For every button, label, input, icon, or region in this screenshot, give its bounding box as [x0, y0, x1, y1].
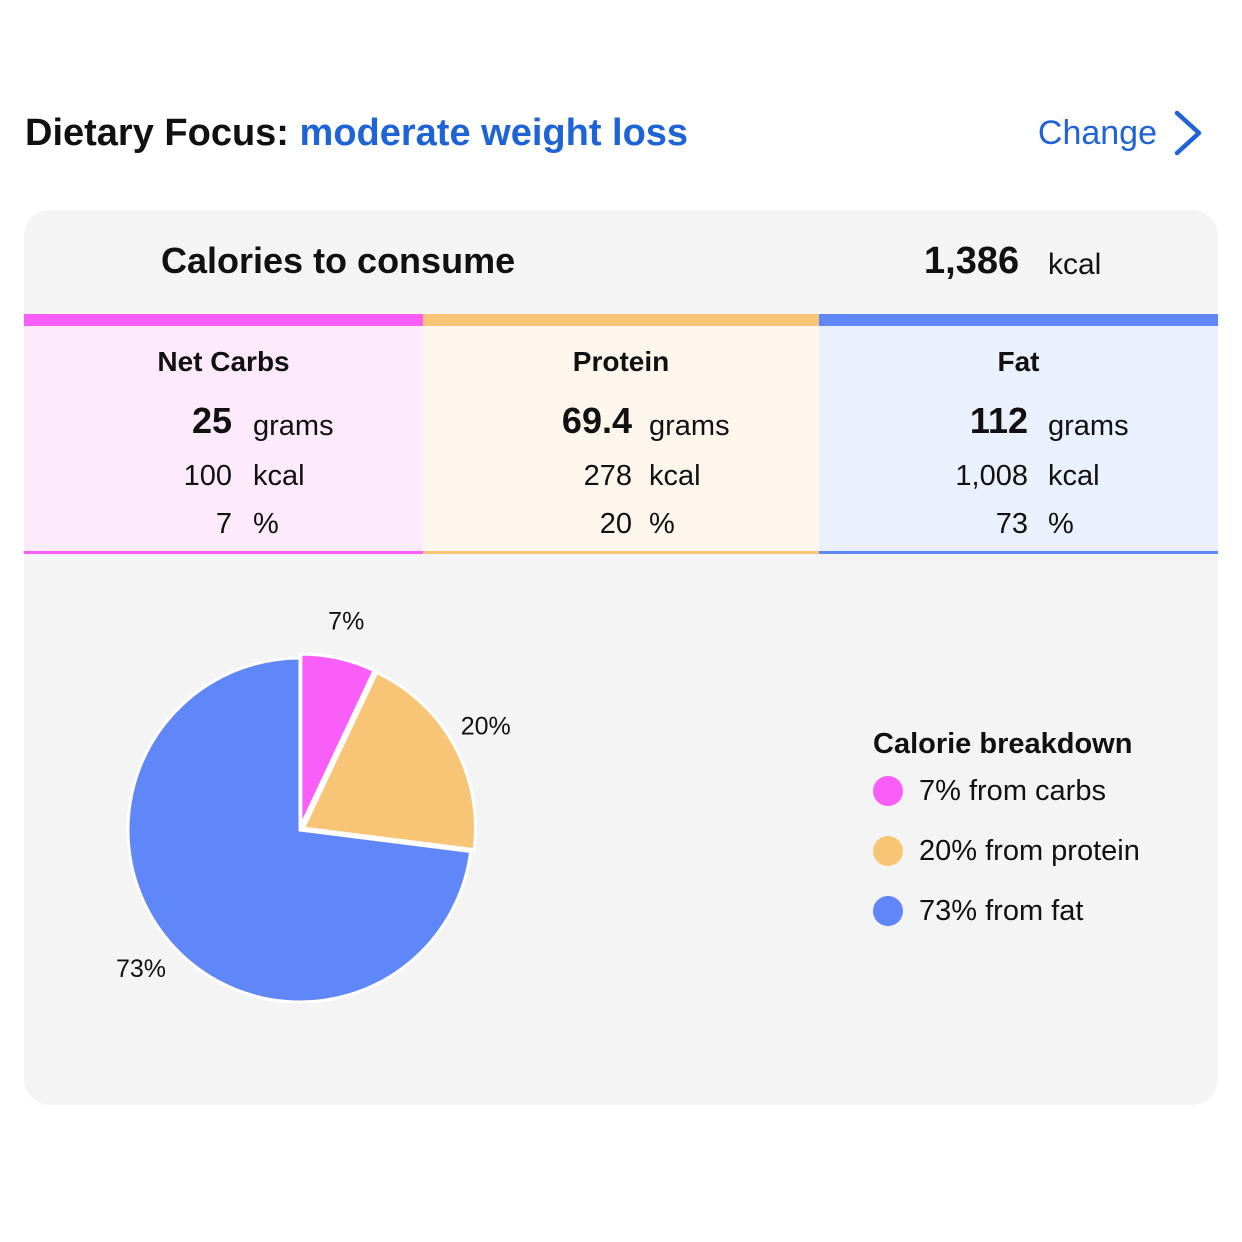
macro-name: Protein [572, 346, 670, 377]
macro-grams-unit: grams [1048, 410, 1129, 442]
macro-grams-unit: grams [649, 410, 730, 442]
legend-label-protein: 20% from protein [919, 834, 1140, 867]
calories-value: 1,386 [924, 240, 1020, 282]
pie-slice-protein [301, 670, 478, 852]
protein-bottom-line [423, 551, 819, 554]
macro-percent-unit: % [649, 508, 675, 540]
macro-percent: 73 [995, 508, 1028, 540]
macro-percent: 7 [215, 508, 232, 540]
macro-percent: 20 [599, 508, 632, 540]
macro-column-carbs: Net Carbs 25 grams 100 kcal 7 % [24, 314, 423, 554]
dietary-focus-title: Dietary Focus: moderate weight loss [25, 108, 688, 158]
pie-label-carbs: 7% [328, 608, 364, 636]
header: Dietary Focus: moderate weight loss Chan… [25, 108, 1205, 158]
change-button-label: Change [1037, 114, 1157, 152]
calories-unit: kcal [1048, 248, 1102, 281]
pie-slice-carbs [299, 652, 377, 827]
macro-kcal: 100 [183, 460, 232, 492]
calories-label: Calories to consume [161, 240, 516, 281]
legend-label-carbs: 7% from carbs [919, 774, 1106, 807]
carbs-bottom-line [24, 551, 423, 554]
legend-item-fat: 73% from fat [873, 881, 1203, 941]
change-button[interactable]: Change [1038, 108, 1205, 158]
pie-slice-fat [126, 656, 473, 1004]
fat-bottom-line [819, 551, 1218, 554]
macro-grams: 69.4 [561, 400, 632, 441]
legend-title: Calorie breakdown [873, 728, 1133, 760]
legend-dot-carbs [873, 776, 903, 806]
pie-label-protein: 20% [461, 712, 511, 740]
macro-grams: 25 [191, 400, 232, 441]
legend-label-fat: 73% from fat [919, 894, 1084, 927]
macro-grams: 112 [969, 400, 1028, 441]
calorie-pie-chart: 7% 20% 73% [116, 608, 511, 1004]
macro-column-fat: Fat 112 grams 1,008 kcal 73 % [819, 314, 1218, 554]
macro-column-protein: Protein 69.4 grams 278 kcal 20 % [423, 314, 819, 554]
macro-grams-unit: grams [253, 410, 334, 442]
macro-table: Net Carbs 25 grams 100 kcal 7 % Protein … [24, 314, 1218, 554]
calorie-breakdown-legend: Calorie breakdown 7% from carbs 20% from… [873, 728, 1203, 941]
dietary-focus-value: moderate weight loss [299, 112, 689, 154]
macro-kcal-unit: kcal [649, 460, 701, 492]
legend-item-carbs: 7% from carbs [873, 761, 1203, 821]
macro-percent-unit: % [1048, 508, 1074, 540]
legend-dot-fat [873, 896, 903, 926]
macro-kcal-unit: kcal [253, 460, 305, 492]
legend-dot-protein [873, 836, 903, 866]
macro-kcal: 278 [583, 460, 632, 492]
macro-percent-unit: % [253, 508, 279, 540]
calories-row: Calories to consume 1,386 kcal [24, 210, 1218, 314]
nutrition-card: Calories to consume 1,386 kcal Net Carbs… [24, 210, 1218, 1105]
macro-name: Fat [997, 346, 1040, 377]
protein-color-bar [423, 314, 819, 326]
chevron-right-icon [1174, 110, 1202, 156]
legend-item-protein: 20% from protein [873, 821, 1203, 881]
macro-kcal-unit: kcal [1048, 460, 1100, 492]
macro-name: Net Carbs [157, 346, 290, 377]
fat-color-bar [819, 314, 1218, 326]
carbs-color-bar [24, 314, 423, 326]
dietary-focus-label: Dietary Focus: [25, 112, 289, 154]
macro-kcal: 1,008 [955, 460, 1028, 492]
pie-label-fat: 73% [116, 955, 166, 983]
